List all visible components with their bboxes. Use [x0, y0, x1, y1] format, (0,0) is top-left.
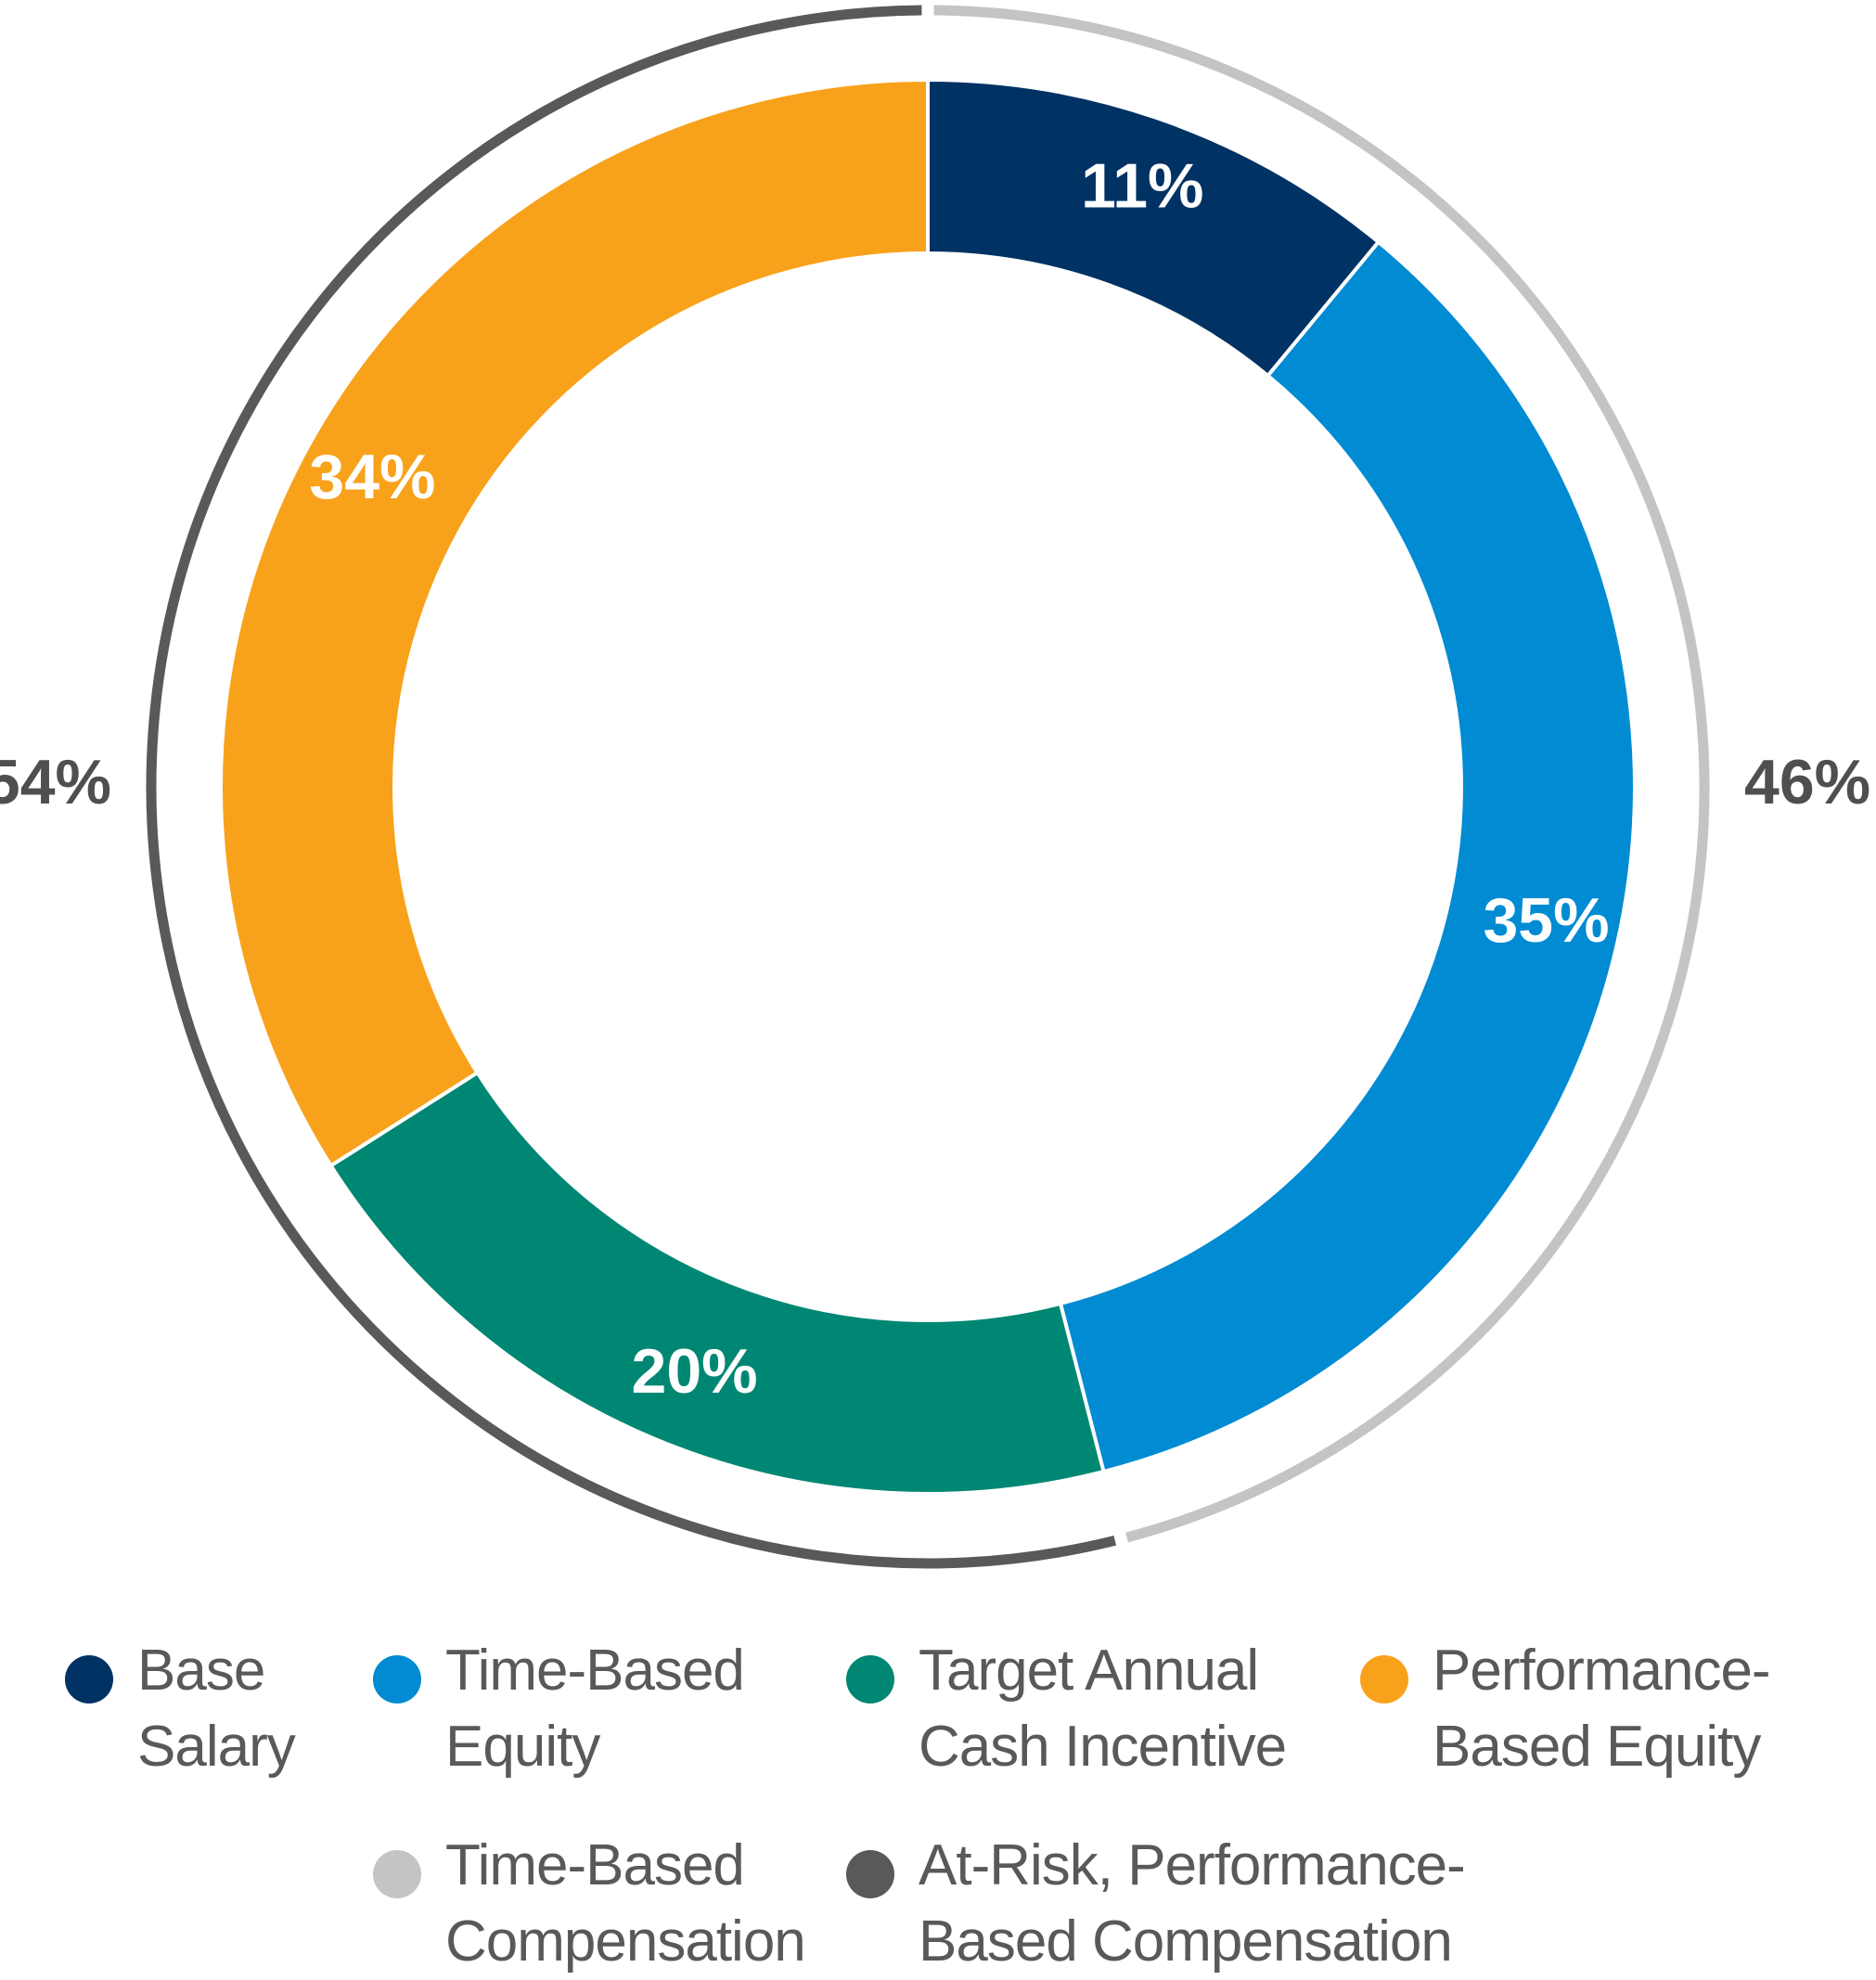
slice-label-time-based-equity: 35% — [1483, 885, 1609, 956]
legend-dot-time-based-compensation — [373, 1850, 421, 1898]
slice-label-performance-based-equity: 34% — [309, 442, 435, 512]
legend-label-time-based-compensation: Time-Based Compensation — [445, 1833, 806, 1974]
slice-performance-based-equity — [219, 77, 930, 1169]
legend-dot-performance-based-equity — [1360, 1655, 1408, 1704]
legend-label-at-risk-performance-based-compensation: At-Risk, Performance- Based Compensation — [919, 1833, 1466, 1974]
outer-label-at-risk-performance-based-compensation: 54% — [0, 747, 111, 817]
legend-label-target-annual-cash-incentive: Target Annual Cash Incentive — [919, 1639, 1287, 1779]
outer-ring — [146, 5, 1710, 1569]
legend-item-target-annual-cash-incentive: Target Annual Cash Incentive — [846, 1633, 1287, 1785]
legend-label-performance-based-equity: Performance- Based Equity — [1433, 1639, 1771, 1779]
slice-label-target-annual-cash-incentive: 20% — [632, 1336, 758, 1407]
slice-target-annual-cash-incentive — [328, 1070, 1106, 1496]
legend-dot-base-salary — [65, 1655, 113, 1704]
slice-labels: 11% 35% 20% 34% — [309, 150, 1609, 1407]
legend-dot-time-based-equity — [373, 1655, 421, 1704]
legend-item-at-risk-performance-based-compensation: At-Risk, Performance- Based Compensation — [846, 1828, 1466, 1980]
legend-dot-target-annual-cash-incentive — [846, 1655, 894, 1704]
legend-label-time-based-equity: Time-Based Equity — [445, 1639, 745, 1779]
inner-ring — [219, 77, 1637, 1496]
compensation-donut-chart: 11% 35% 20% 34% 46% 54% — [0, 5, 1870, 1569]
outer-labels: 46% 54% — [0, 747, 1870, 817]
outer-arc-at-risk-performance-based-compensation — [146, 5, 1117, 1569]
outer-label-time-based-compensation: 46% — [1744, 747, 1870, 817]
legend-item-time-based-equity: Time-Based Equity — [373, 1633, 745, 1785]
outer-arc-time-based-compensation — [933, 5, 1710, 1543]
legend-dot-at-risk-performance-based-compensation — [846, 1850, 894, 1898]
legend-label-base-salary: Base Salary — [137, 1639, 296, 1779]
slice-time-based-equity — [1058, 239, 1637, 1474]
legend-item-time-based-compensation: Time-Based Compensation — [373, 1828, 806, 1980]
legend-item-performance-based-equity: Performance- Based Equity — [1360, 1633, 1771, 1785]
legend-item-base-salary: Base Salary — [65, 1633, 296, 1785]
slice-label-base-salary: 11% — [1081, 150, 1203, 221]
